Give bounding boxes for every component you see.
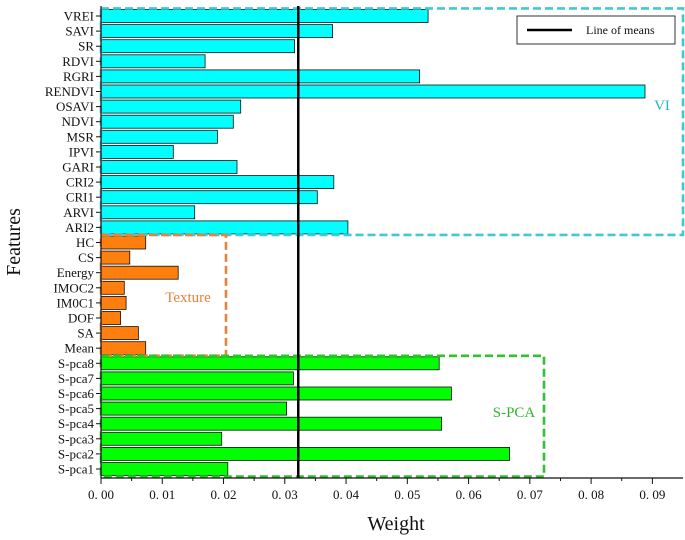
- bar-gari: [100, 160, 238, 174]
- y-tick-label-cri1: CRI1: [66, 190, 94, 205]
- y-tick-label-hc: HC: [76, 235, 94, 250]
- y-tick-label-s-pca4: S-pca4: [58, 416, 95, 431]
- bar-ari2: [100, 220, 349, 235]
- y-tick-label-sa: SA: [77, 326, 94, 341]
- y-tick-label-msr: MSR: [67, 129, 95, 144]
- y-tick-label-energy: Energy: [57, 265, 95, 280]
- y-tick-label-s-pca6: S-pca6: [58, 386, 95, 401]
- y-tick-label-cs: CS: [78, 250, 94, 265]
- bar-ipvi: [100, 144, 174, 159]
- y-tick-label-s-pca7: S-pca7: [58, 371, 95, 386]
- y-tick-label-s-pca8: S-pca8: [58, 356, 94, 371]
- x-tick-label-5: 0. 05: [394, 487, 420, 502]
- bar-msr: [100, 129, 218, 144]
- bar-energy: [100, 265, 179, 280]
- x-tick-label-6: 0. 06: [456, 487, 483, 502]
- bar-rendvi: [100, 84, 646, 99]
- legend-box: [516, 15, 676, 45]
- bar-s-pca6: [100, 386, 452, 401]
- bar-sa: [100, 326, 139, 341]
- y-tick-label-arvi: ARVI: [63, 205, 94, 220]
- y-tick-label-mean: Mean: [64, 341, 94, 356]
- bar-s-pca2: [100, 446, 511, 461]
- bar-hc: [100, 235, 147, 250]
- x-tick-label-7: 0. 07: [517, 487, 544, 502]
- x-tick-label-0: 0. 00: [88, 487, 114, 502]
- y-tick-label-rdvi: RDVI: [62, 54, 94, 69]
- group-label-texture: Texture: [165, 290, 211, 306]
- group-box-s-pca: [99, 354, 546, 478]
- bar-imoc2: [100, 280, 125, 295]
- axes-layer: VREISAVISRRDVIRGRIRENDVIOSAVINDVIMSRIPVI…: [45, 6, 683, 502]
- y-tick-label-ari2: ARI2: [65, 220, 94, 235]
- x-tick-label-1: 0. 01: [149, 487, 175, 502]
- bar-cs: [100, 250, 131, 265]
- x-tick-label-3: 0. 03: [272, 487, 298, 502]
- bar-s-pca4: [100, 416, 443, 431]
- bar-osavi: [100, 99, 242, 114]
- y-tick-label-s-pca3: S-pca3: [58, 431, 94, 446]
- x-tick-label-4: 0. 04: [333, 487, 360, 502]
- bar-sr: [100, 39, 296, 54]
- y-tick-label-savi: SAVI: [65, 24, 94, 39]
- bar-cri1: [100, 190, 318, 205]
- y-tick-label-im0c1: IM0C1: [56, 295, 94, 310]
- y-tick-label-osavi: OSAVI: [56, 99, 94, 114]
- bars-layer: [100, 9, 646, 476]
- y-tick-label-gari: GARI: [62, 160, 94, 175]
- y-tick-label-imoc2: IMOC2: [54, 280, 94, 295]
- bar-dof: [100, 311, 122, 325]
- y-tick-label-rgri: RGRI: [63, 69, 94, 84]
- x-axis-title: Weight: [367, 513, 425, 535]
- bar-rdvi: [100, 54, 206, 69]
- y-tick-label-dof: DOF: [68, 311, 94, 326]
- legend-mean-label: Line of means: [586, 23, 655, 37]
- bar-s-pca1: [100, 462, 229, 476]
- group-box-texture: [99, 233, 228, 357]
- x-tick-label-2: 0. 02: [211, 487, 237, 502]
- bar-ndvi: [100, 114, 234, 129]
- group-label-s-pca: S-PCA: [493, 405, 536, 421]
- y-tick-label-s-pca2: S-pca2: [58, 446, 94, 461]
- y-tick-label-cri2: CRI2: [66, 175, 94, 190]
- y-tick-label-vrei: VREI: [64, 9, 94, 24]
- bar-rgri: [100, 69, 421, 84]
- legend: Line of means: [516, 15, 676, 45]
- bar-s-pca3: [100, 431, 223, 446]
- y-tick-label-ipvi: IPVI: [69, 144, 94, 159]
- y-tick-label-s-pca5: S-pca5: [58, 401, 94, 416]
- bar-im0c1: [100, 295, 127, 310]
- y-tick-label-rendvi: RENDVI: [45, 84, 94, 99]
- group-label-vi: VI: [654, 98, 670, 114]
- y-tick-label-ndvi: NDVI: [62, 114, 95, 129]
- bar-s-pca8: [100, 356, 440, 371]
- y-axis-title: Features: [3, 208, 25, 276]
- bar-s-pca7: [100, 371, 294, 386]
- x-tick-label-9: 0. 09: [639, 487, 665, 502]
- bar-s-pca5: [100, 401, 288, 416]
- y-tick-label-s-pca1: S-pca1: [58, 462, 94, 477]
- x-tick-label-8: 0. 08: [578, 487, 604, 502]
- bar-vrei: [100, 9, 429, 23]
- bar-arvi: [100, 205, 196, 220]
- y-tick-label-sr: SR: [78, 39, 94, 54]
- bar-mean: [100, 341, 147, 356]
